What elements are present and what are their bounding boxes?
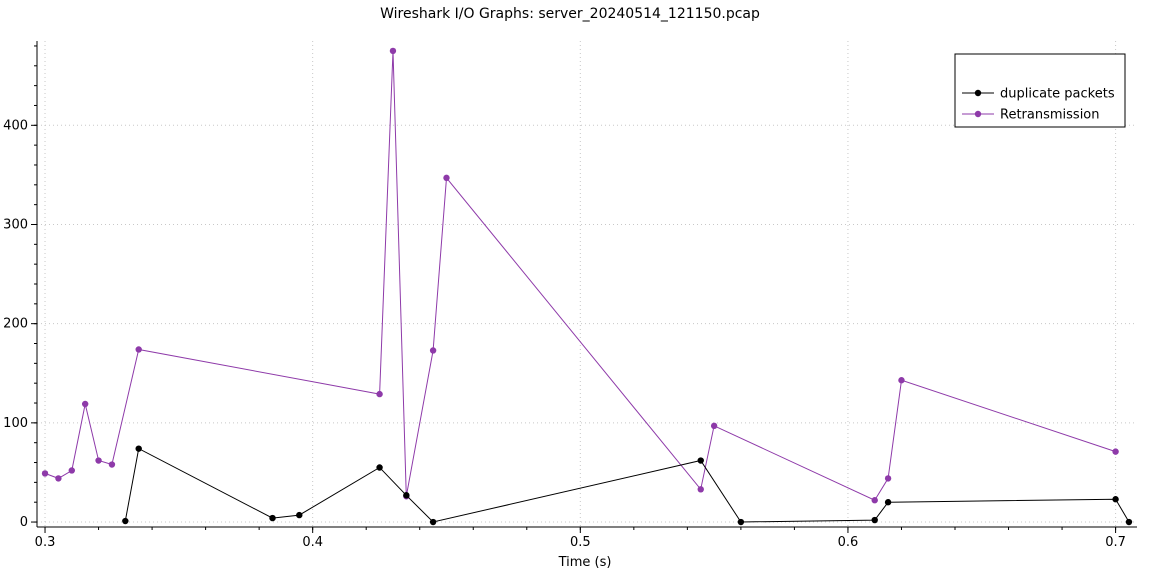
legend: duplicate packets Retransmission xyxy=(954,53,1126,128)
legend-swatch-marker xyxy=(974,110,982,118)
x-tick-label: 0.3 xyxy=(35,535,56,550)
x-tick-label: 0.6 xyxy=(838,535,859,550)
data-point xyxy=(884,499,892,506)
x-tick-label: 0.4 xyxy=(302,535,323,550)
legend-swatch-marker xyxy=(974,89,982,97)
data-point xyxy=(68,467,75,474)
data-point xyxy=(429,518,437,526)
legend-label: duplicate packets xyxy=(1000,87,1115,102)
y-axis-ticks: 0 100 200 300 400 xyxy=(3,45,37,530)
data-point xyxy=(1112,496,1119,503)
data-point xyxy=(884,475,892,482)
legend-entry: Retransmission xyxy=(962,108,1100,123)
x-axis-ticks: 0.3 0.4 0.5 0.6 0.7 xyxy=(35,527,1126,550)
y-tick-label: 0 xyxy=(20,515,28,530)
data-point xyxy=(95,457,102,464)
data-point xyxy=(269,514,276,522)
grid-lines xyxy=(37,41,1137,527)
data-point xyxy=(710,422,718,430)
x-tick-label: 0.7 xyxy=(1105,535,1126,550)
data-point xyxy=(135,445,142,452)
y-tick-label: 300 xyxy=(3,217,28,232)
x-tick-label: 0.5 xyxy=(570,535,591,550)
data-point xyxy=(81,400,89,408)
data-point xyxy=(429,347,437,354)
data-point xyxy=(1112,448,1119,455)
data-point xyxy=(122,517,129,525)
data-point xyxy=(737,518,745,526)
data-point xyxy=(389,47,397,55)
data-point xyxy=(871,497,878,504)
x-axis-label: Time (s) xyxy=(558,555,612,570)
data-point xyxy=(135,346,142,353)
data-point xyxy=(403,492,410,499)
data-point xyxy=(443,174,450,182)
y-tick-label: 200 xyxy=(3,317,28,332)
data-point xyxy=(898,377,905,384)
data-point xyxy=(376,464,383,471)
series-line xyxy=(124,447,1130,523)
data-point xyxy=(41,470,49,477)
data-point xyxy=(108,461,116,468)
chart-title: Wireshark I/O Graphs: server_20240514_12… xyxy=(380,6,760,22)
series-duplicate-packets xyxy=(122,445,1133,526)
series-group xyxy=(41,47,1133,526)
legend-entry: duplicate packets xyxy=(962,87,1115,102)
data-point xyxy=(55,475,62,482)
data-point xyxy=(697,486,704,493)
data-point xyxy=(296,511,303,519)
data-point xyxy=(697,457,704,464)
data-point xyxy=(871,516,878,524)
y-tick-label: 400 xyxy=(3,118,28,133)
y-tick-label: 100 xyxy=(3,416,28,431)
series-line xyxy=(44,50,1116,501)
data-point xyxy=(1125,518,1133,526)
legend-box xyxy=(954,53,1126,128)
legend-label: Retransmission xyxy=(1000,108,1100,123)
data-point xyxy=(376,390,383,398)
